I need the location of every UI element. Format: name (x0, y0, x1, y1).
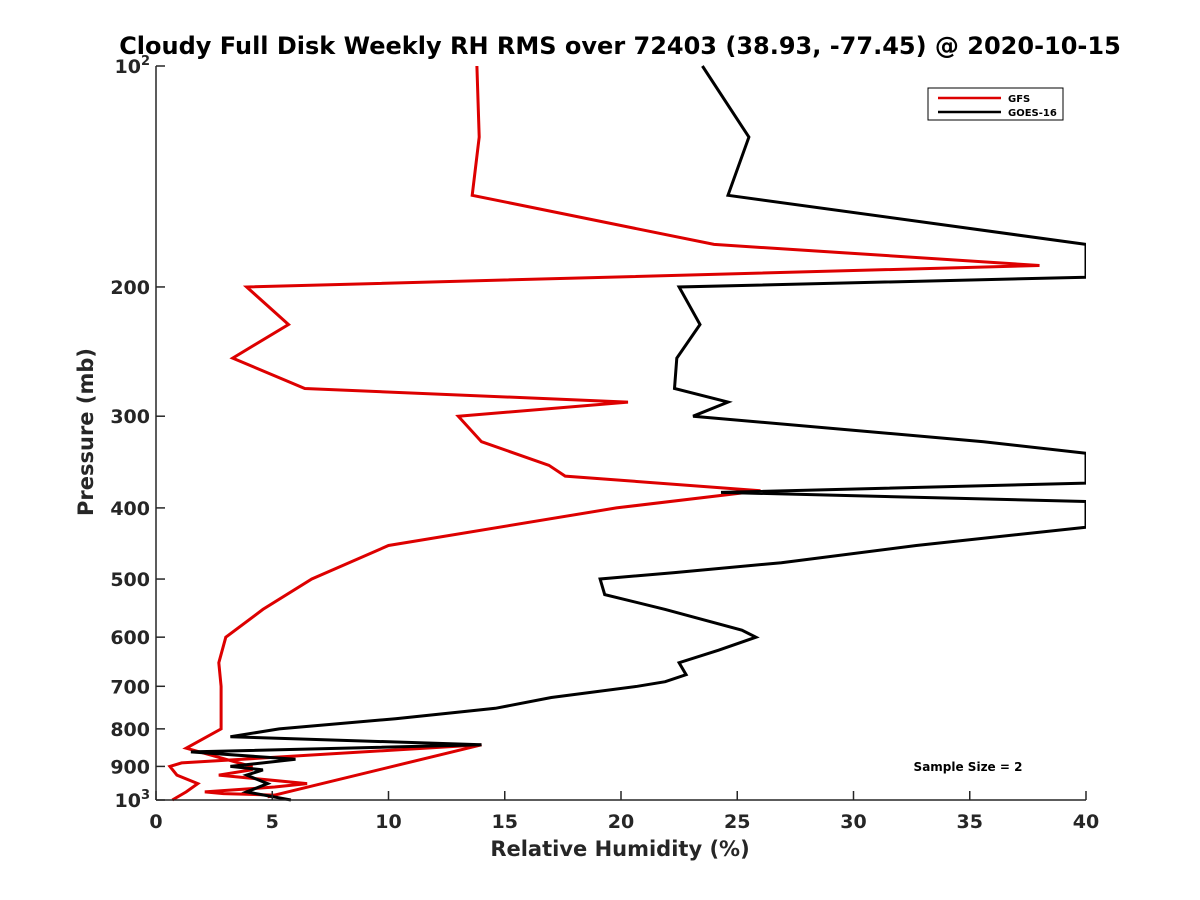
x-tick-label: 20 (608, 811, 634, 833)
legend-box (927, 87, 1064, 121)
y-tick-label: 300 (110, 406, 150, 428)
x-tick-label: 25 (724, 811, 750, 833)
y-tick-label: 700 (110, 676, 150, 698)
legend: GFS GOES-16 (927, 87, 1064, 121)
legend-label-goes-16: GOES-16 (1008, 108, 1057, 119)
y-tick-label: 103 (115, 788, 151, 812)
chart-title: Cloudy Full Disk Weekly RH RMS over 7240… (119, 32, 1121, 60)
y-tick-label: 800 (110, 719, 150, 741)
x-axis-label: Relative Humidity (%) (490, 837, 749, 861)
y-tick-label: 200 (110, 277, 150, 299)
ticks-layer: 0 5 10 15 20 25 30 35 40 102 200 300 400 500 600 700 800… (110, 54, 1099, 833)
x-tick-label: 0 (149, 811, 162, 833)
y-tick-label: 600 (110, 627, 150, 649)
plot-area (0, 0, 1, 1)
y-tick-label: 102 (115, 54, 151, 78)
x-tick-label: 30 (840, 811, 866, 833)
series-line-gfs (167, 65, 1040, 802)
x-tick-label: 35 (957, 811, 983, 833)
x-tick-label: 10 (375, 811, 401, 833)
y-axis-label: Pressure (mb) (74, 348, 98, 516)
x-tick-label: 5 (266, 811, 279, 833)
x-tick-label: 40 (1073, 811, 1099, 833)
series-line-goes-16 (190, 65, 1086, 802)
y-tick-label: 400 (110, 498, 150, 520)
sample-size-annotation: Sample Size = 2 (914, 760, 1023, 774)
plot-clip-anchor (0, 0, 1, 1)
legend-label-gfs: GFS (1008, 94, 1030, 105)
y-tick-label: 900 (110, 756, 150, 778)
x-tick-label: 15 (492, 811, 518, 833)
series-layer (167, 65, 1086, 802)
y-tick-label: 500 (110, 569, 150, 591)
